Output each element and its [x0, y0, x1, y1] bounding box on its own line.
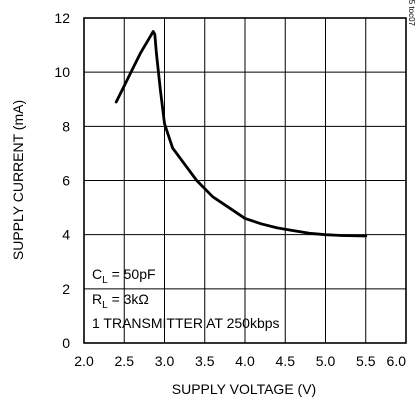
cl-annotation: CL = 50pF	[92, 266, 156, 286]
x-tick-label: 5.5	[356, 353, 376, 369]
plot-frame	[83, 17, 407, 344]
y-tick-label: 10	[54, 64, 70, 80]
x-tick-label: 4.5	[276, 353, 296, 369]
x-tick-label: 3.5	[195, 353, 215, 369]
side-identifier: MAX3185 toc07	[407, 0, 416, 27]
x-tick-label: 2.5	[115, 353, 135, 369]
x-tick-label: 3.0	[155, 353, 175, 369]
y-tick-label: 6	[62, 173, 70, 189]
x-tick-labels: 2.0 2.5 3.0 3.5 4.0 4.5 5.0 5.5 6.0	[74, 353, 406, 369]
x-tick-label: 4.0	[235, 353, 255, 369]
conditions-legend: CL = 50pF RL = 3kΩ 1 TRANSMITTER AT 250k…	[92, 266, 280, 331]
y-tick-labels: 0 2 4 6 8 10 12	[54, 10, 70, 351]
x-tick-label: 6.0	[387, 353, 407, 369]
y-tick-label: 0	[62, 335, 70, 351]
grid-lines	[84, 18, 406, 343]
y-tick-label: 4	[62, 227, 70, 243]
x-axis-title: SUPPLY VOLTAGE (V)	[172, 381, 316, 397]
rl-annotation: RL = 3kΩ	[92, 291, 149, 311]
y-tick-label: 12	[54, 10, 70, 26]
x-tick-label: 5.0	[316, 353, 336, 369]
x-tick-label: 2.0	[74, 353, 94, 369]
supply-current-curve	[114, 30, 368, 238]
y-tick-label: 2	[62, 281, 70, 297]
y-axis-title: SUPPLY CURRENT (mA)	[10, 100, 26, 260]
y-tick-label: 8	[62, 118, 70, 134]
transmitter-annotation: 1 TRANSMITTER AT 250kbps	[92, 315, 280, 331]
